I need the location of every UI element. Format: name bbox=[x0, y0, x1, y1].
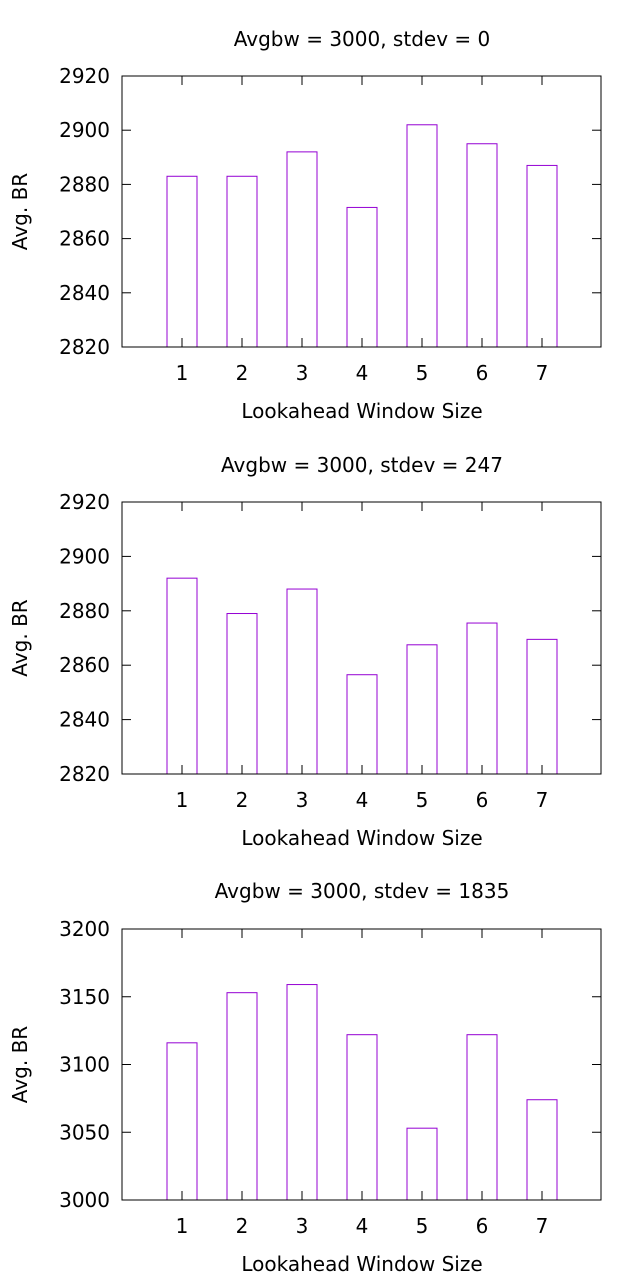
x-axis-label: Lookahead Window Size bbox=[241, 1252, 482, 1276]
bar-2 bbox=[226, 992, 258, 1201]
x-tick-label: 6 bbox=[476, 788, 489, 812]
x-tick-label: 5 bbox=[416, 1214, 429, 1238]
x-axis-label: Lookahead Window Size bbox=[241, 399, 482, 423]
bar-5 bbox=[406, 1127, 438, 1201]
plot-frame bbox=[121, 501, 602, 775]
x-tick-label: 3 bbox=[296, 1214, 309, 1238]
x-tick-label: 7 bbox=[536, 1214, 549, 1238]
chart-panel-3: Avgbw = 3000, stdev = 183530003050310031… bbox=[8, 879, 602, 1276]
x-tick-label: 5 bbox=[416, 361, 429, 385]
x-tick-label: 6 bbox=[476, 1214, 489, 1238]
y-tick-label: 2860 bbox=[59, 227, 110, 251]
bar-1 bbox=[166, 175, 198, 348]
x-axis-label: Lookahead Window Size bbox=[241, 826, 482, 850]
x-tick-label: 3 bbox=[296, 788, 309, 812]
bar-3 bbox=[286, 588, 318, 775]
y-tick-label: 2840 bbox=[59, 708, 110, 732]
x-tick-label: 1 bbox=[176, 788, 189, 812]
bar-6 bbox=[466, 622, 498, 775]
x-tick-label: 1 bbox=[176, 1214, 189, 1238]
plot-frame bbox=[121, 928, 602, 1201]
y-axis-label: Avg. BR bbox=[8, 173, 32, 250]
y-tick-label: 3000 bbox=[59, 1188, 110, 1212]
y-axis-label: Avg. BR bbox=[8, 1026, 32, 1103]
y-tick-label: 2900 bbox=[59, 118, 110, 142]
bar-7 bbox=[526, 1099, 558, 1201]
y-tick-label: 2840 bbox=[59, 281, 110, 305]
bar-2 bbox=[226, 613, 258, 775]
x-tick-label: 4 bbox=[356, 1214, 369, 1238]
x-tick-label: 2 bbox=[236, 361, 249, 385]
bar-3 bbox=[286, 984, 318, 1201]
chart-title: Avgbw = 3000, stdev = 1835 bbox=[215, 879, 510, 903]
y-tick-label: 2880 bbox=[59, 172, 110, 196]
plot-frame bbox=[121, 75, 602, 348]
bar-4 bbox=[346, 674, 378, 775]
x-tick-label: 7 bbox=[536, 361, 549, 385]
x-tick-label: 5 bbox=[416, 788, 429, 812]
y-tick-label: 3150 bbox=[59, 985, 110, 1009]
y-tick-label: 3050 bbox=[59, 1120, 110, 1144]
x-tick-label: 1 bbox=[176, 361, 189, 385]
y-tick-label: 3200 bbox=[59, 917, 110, 941]
bar-5 bbox=[406, 644, 438, 775]
y-tick-label: 2920 bbox=[59, 490, 110, 514]
bar-7 bbox=[526, 638, 558, 775]
y-tick-label: 2880 bbox=[59, 599, 110, 623]
x-tick-label: 4 bbox=[356, 361, 369, 385]
bar-6 bbox=[466, 143, 498, 348]
x-tick-label: 4 bbox=[356, 788, 369, 812]
x-tick-label: 2 bbox=[236, 1214, 249, 1238]
y-tick-label: 2820 bbox=[59, 762, 110, 786]
chart-panel-1: Avgbw = 3000, stdev = 0 2820 2840 2860 2880 2… bbox=[8, 27, 602, 423]
bar-1 bbox=[166, 577, 198, 775]
y-axis-label: Avg. BR bbox=[8, 599, 32, 676]
y-tick-label: 2860 bbox=[59, 653, 110, 677]
bar-4 bbox=[346, 1034, 378, 1201]
y-tick-label: 2900 bbox=[59, 544, 110, 568]
bar-1 bbox=[166, 1042, 198, 1201]
bar-6 bbox=[466, 1034, 498, 1201]
chart-title: Avgbw = 3000, stdev = 0 bbox=[234, 27, 490, 51]
y-tick-label: 3100 bbox=[59, 1053, 110, 1077]
chart-panel-2: Avgbw = 3000, stdev = 247 2820 2840 2860 288… bbox=[8, 453, 602, 850]
bar-2 bbox=[226, 175, 258, 348]
bar-5 bbox=[406, 124, 438, 348]
x-tick-label: 3 bbox=[296, 361, 309, 385]
y-tick-label: 2820 bbox=[59, 335, 110, 359]
y-tick-label: 2920 bbox=[59, 64, 110, 88]
bar-7 bbox=[526, 164, 558, 348]
x-tick-label: 6 bbox=[476, 361, 489, 385]
chart-title: Avgbw = 3000, stdev = 247 bbox=[221, 453, 503, 477]
x-tick-label: 7 bbox=[536, 788, 549, 812]
bar-4 bbox=[346, 206, 378, 348]
x-tick-label: 2 bbox=[236, 788, 249, 812]
bar-3 bbox=[286, 151, 318, 348]
